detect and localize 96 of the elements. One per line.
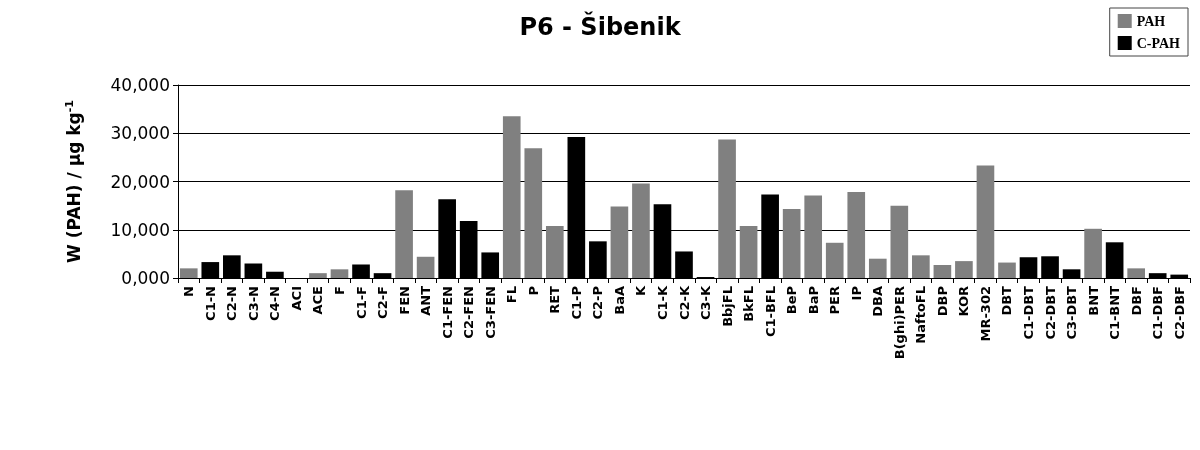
- x-tick-label: C1-K: [654, 285, 670, 321]
- bar: [589, 241, 607, 278]
- x-tick-label: RET: [547, 285, 563, 314]
- bar: [912, 255, 930, 278]
- x-tick-label: P: [525, 286, 541, 296]
- x-tick-label: N: [181, 286, 197, 297]
- bar: [309, 273, 327, 278]
- bar: [201, 262, 220, 278]
- y-tick-label: 0,000: [121, 268, 170, 288]
- bar: [976, 165, 995, 278]
- x-tick-label: FL: [504, 286, 520, 304]
- y-tick-label: 10,000: [110, 219, 170, 240]
- x-tick-label: IP: [848, 286, 864, 301]
- x-tick-label: PER: [827, 286, 843, 315]
- x-tick-label: BaA: [611, 286, 627, 315]
- bar: [782, 209, 801, 278]
- x-tick-label: C2-DBT: [1042, 285, 1058, 340]
- bar: [1105, 242, 1124, 278]
- x-tick-label: C4-N: [267, 286, 283, 321]
- bar: [998, 262, 1016, 278]
- x-tick-label: C1-BFL: [762, 286, 778, 338]
- bar: [1127, 268, 1145, 278]
- bar: [373, 273, 392, 278]
- x-tick-label: C3-FEN: [482, 286, 498, 339]
- x-tick-label: DBP: [934, 286, 950, 317]
- x-tick-label: DBF: [1128, 286, 1144, 316]
- bar: [502, 116, 521, 278]
- bar: [395, 190, 413, 278]
- bar: [955, 261, 973, 278]
- x-tick-label: C2-DBF: [1171, 286, 1187, 340]
- legend-label: PAH: [1136, 13, 1166, 29]
- x-tick-label: C1-N: [202, 286, 218, 321]
- x-tick-label: NaftoFL: [913, 286, 929, 344]
- x-tick-label: C3-N: [245, 286, 261, 321]
- bar: [416, 256, 435, 278]
- x-tick-label: ACI: [288, 286, 304, 311]
- bar: [804, 195, 823, 278]
- x-tick-label: C3-DBT: [1064, 285, 1080, 340]
- x-tick-label: BbjFL: [719, 286, 735, 327]
- x-tick-label: DBT: [999, 285, 1015, 316]
- bar: [1019, 257, 1038, 278]
- y-tick-label: 20,000: [110, 171, 170, 192]
- x-tick-label: B(ghi)PER: [891, 286, 907, 360]
- x-tick-label: K: [633, 285, 649, 297]
- bar: [1041, 256, 1059, 278]
- bar: [179, 268, 198, 278]
- x-tick-label: C1-FEN: [439, 286, 455, 339]
- x-tick-label: KOR: [956, 286, 972, 317]
- bar: [330, 269, 349, 278]
- x-tick-label: C1-P: [568, 286, 584, 320]
- bar: [244, 263, 263, 278]
- x-tick-label: C1-DBF: [1150, 286, 1166, 340]
- x-tick-label: BeP: [784, 286, 800, 315]
- x-tick-label: C2-F: [375, 286, 391, 319]
- x-tick-label: C2-FEN: [461, 286, 477, 339]
- x-tick-label: DBA: [870, 286, 886, 317]
- x-tick-label: MR-302: [977, 286, 993, 342]
- x-tick-label: C1-DBT: [1021, 285, 1037, 340]
- x-tick-label: BaP: [805, 286, 821, 315]
- bar: [610, 206, 629, 278]
- bar: [675, 251, 693, 278]
- bar: [1062, 269, 1081, 278]
- legend-label: C-PAH: [1136, 35, 1181, 51]
- bar: [223, 255, 241, 278]
- bar: [545, 225, 564, 278]
- chart-title: P6 - Šibenik: [519, 11, 682, 41]
- bar: [1170, 274, 1189, 278]
- x-tick-label: F: [331, 286, 347, 295]
- y-tick-label: 30,000: [110, 123, 170, 144]
- x-tick-label: ACE: [310, 286, 326, 315]
- bar: [825, 242, 844, 278]
- x-tick-label: C2-P: [590, 286, 606, 320]
- x-tick-label: FEN: [396, 286, 412, 315]
- y-tick-label: 40,000: [110, 75, 170, 95]
- bar: [933, 264, 952, 278]
- x-tick-label: C2-N: [224, 286, 240, 321]
- x-tick-label: C2-K: [676, 285, 692, 321]
- x-tick-label: ANT: [418, 285, 434, 316]
- bar: [847, 192, 866, 278]
- bar: [890, 205, 909, 278]
- x-tick-label: BNT: [1085, 285, 1101, 316]
- x-tick-label: C1-BNT: [1107, 285, 1123, 340]
- bar: [481, 252, 500, 278]
- bar: [632, 183, 650, 278]
- x-tick-label: BkFL: [741, 286, 757, 322]
- x-tick-label: C3-K: [698, 285, 714, 321]
- bar: [1148, 273, 1167, 278]
- bar: [868, 258, 887, 278]
- bar: [718, 139, 736, 278]
- bar: [1084, 228, 1102, 278]
- bar: [266, 271, 284, 278]
- bar: [739, 225, 758, 278]
- bar: [352, 264, 370, 278]
- x-tick-label: C1-F: [353, 286, 369, 319]
- y-axis-title: W (PAH) / µg kg-1: [63, 100, 84, 263]
- bar: [524, 148, 543, 278]
